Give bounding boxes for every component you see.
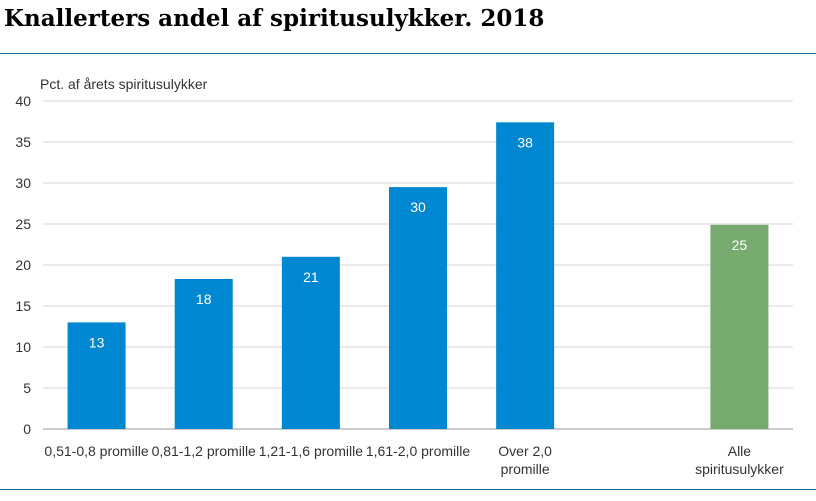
x-tick-label: 0,81-1,2 promille (152, 443, 256, 459)
bar (67, 322, 126, 429)
x-tick-label: 0,51-0,8 promille (44, 443, 148, 459)
y-tick-label: 0 (23, 421, 31, 437)
bar (174, 278, 233, 429)
bar-data-label: 38 (517, 134, 533, 150)
y-axis-ticks: 0 5 10 15 20 25 30 35 40 (15, 93, 31, 437)
footer-divider (0, 489, 816, 490)
y-tick-label: 15 (15, 298, 31, 314)
x-tick-label: Over 2,0 (498, 443, 552, 459)
x-tick-label: promille (501, 461, 550, 477)
bar-data-label: 13 (89, 334, 105, 350)
bar-data-label: 21 (303, 269, 319, 285)
title-divider (0, 53, 816, 54)
chart-title: Knallerters andel af spiritusulykker. 20… (4, 5, 545, 32)
y-tick-label: 5 (23, 380, 31, 396)
y-tick-label: 40 (15, 93, 31, 109)
x-tick-label: 1,21-1,6 promille (259, 443, 363, 459)
y-tick-label: 25 (15, 216, 31, 232)
bar (389, 187, 447, 429)
y-tick-label: 10 (15, 339, 31, 355)
x-tick-label: spiritusulykker (695, 461, 784, 477)
y-tick-label: 20 (15, 257, 31, 273)
x-tick-label: Alle (728, 443, 752, 459)
bar (710, 224, 769, 429)
y-tick-label: 35 (15, 134, 31, 150)
bar (496, 122, 555, 429)
x-tick-label: 1,61-2,0 promille (366, 443, 470, 459)
y-tick-label: 30 (15, 175, 31, 191)
bars: 13 18 21 30 38 25 (67, 122, 769, 429)
bar-data-label: 18 (196, 291, 212, 307)
gridlines (43, 100, 793, 430)
bar (281, 256, 340, 429)
bar-data-label: 25 (732, 237, 748, 253)
y-axis-label: Pct. af årets spiritusulykker (40, 76, 208, 92)
x-axis-labels: 0,51-0,8 promille 0,81-1,2 promille 1,21-1… (44, 443, 784, 477)
bar-data-label: 30 (410, 199, 426, 215)
